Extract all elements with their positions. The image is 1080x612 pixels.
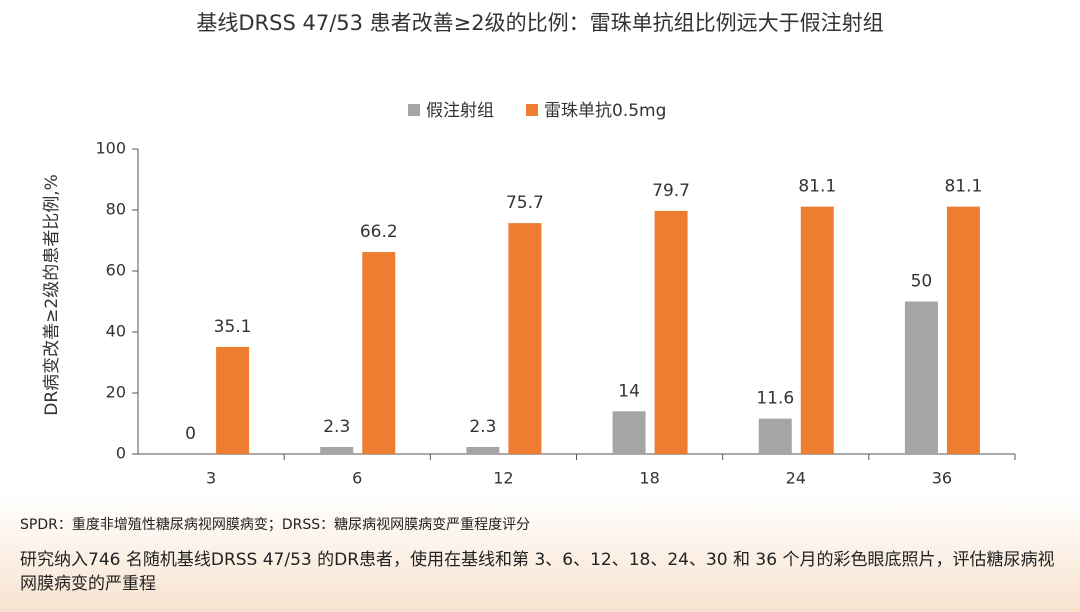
description: 研究纳入746 名随机基线DRSS 47/53 的DR患者，使用在基线和第 3、… [20,550,1055,594]
bar [758,418,792,454]
x-tick-label: 3 [206,469,216,488]
data-label: 2.3 [469,417,496,437]
x-tick-label: 6 [352,469,362,488]
legend-label: 雷珠单抗0.5mg [544,101,666,121]
chart-title: 基线DRSS 47/53 患者改善≥2级的比例：雷珠单抗组比例远大于假注射组 [196,11,883,35]
y-tick-label: 40 [106,322,126,341]
data-label: 11.6 [756,389,794,409]
bar [320,446,354,454]
data-label: 79.7 [652,181,690,201]
chart: 基线DRSS 47/53 患者改善≥2级的比例：雷珠单抗组比例远大于假注射组 D… [42,11,1016,488]
data-label: 81.1 [944,177,982,197]
bar [612,411,646,454]
y-tick-label: 0 [116,444,126,463]
x-tick-label: 12 [493,469,513,488]
y-axis-label: DR病变改善≥2级的患者比例,% [42,174,62,416]
bar [216,346,250,454]
data-label: 50 [911,272,933,292]
data-label: 66.2 [360,222,398,242]
bar [904,301,938,454]
bar [946,206,980,454]
data-label: 81.1 [798,177,836,197]
x-tick-label: 36 [932,469,952,488]
abbreviations: SPDR：重度非增殖性糖尿病视网膜病变；DRSS：糖尿病视网膜病变严重程度评分 [20,517,531,533]
data-label: 35.1 [214,317,252,337]
x-tick-label: 24 [786,469,806,488]
bar [466,446,500,454]
legend-label: 假注射组 [426,101,494,121]
data-label: 75.7 [506,193,544,213]
y-tick-label: 80 [106,200,126,219]
data-label: 0 [185,424,196,444]
bar [362,252,396,454]
bar [654,210,688,454]
bar [508,223,542,454]
y-tick-label: 20 [106,383,126,402]
y-tick-label: 60 [106,261,126,280]
y-tick-label: 100 [95,139,126,158]
footer-background [0,495,1080,612]
bar [800,206,834,454]
x-tick-label: 18 [639,469,659,488]
legend-swatch [526,104,538,116]
data-label: 2.3 [323,417,350,437]
legend-swatch [408,104,420,116]
data-label: 14 [618,381,640,401]
